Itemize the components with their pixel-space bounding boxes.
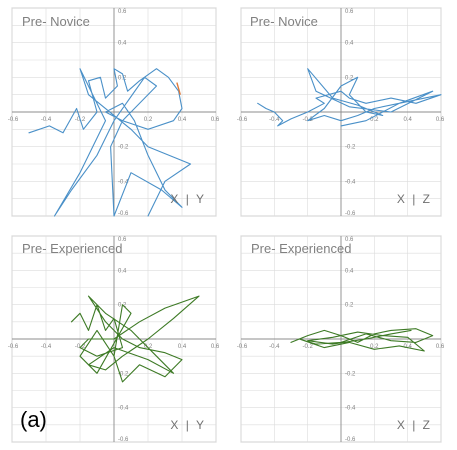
y-tick-label: 0.4 (118, 41, 127, 47)
y-tick-label: -0.2 (345, 371, 356, 377)
y-tick-label: -0.6 (345, 437, 356, 443)
trajectory-line (257, 68, 442, 127)
trajectory-accent (176, 82, 181, 95)
y-tick-label: -0.6 (118, 437, 129, 443)
y-tick-label: -0.2 (118, 145, 129, 151)
panel-experienced-xy: -0.6 -0.4 -0.2 0.2 0.4 0.60.60.40.2-0.2-0.4-0… (8, 235, 220, 443)
panel-marks (290, 328, 434, 352)
x-tick-label: 0.6 (436, 344, 445, 350)
panel-marks (28, 68, 192, 217)
y-tick-label: 0.4 (118, 268, 127, 274)
x-tick-label: 0.6 (211, 344, 220, 350)
plane-label: X | Z (397, 418, 432, 432)
x-tick-label: 0.6 (211, 117, 220, 123)
y-tick-label: 0.6 (118, 237, 127, 243)
panel-title: Pre- Experienced (251, 241, 351, 256)
y-tick-label: -0.2 (345, 145, 356, 151)
plane-label: X | Y (170, 192, 206, 206)
panel-novice-xz: -0.6 -0.4 -0.2 0.2 0.4 0.60.60.40.2-0.2-0.4-0… (237, 7, 445, 217)
y-tick-label: -0.4 (345, 406, 356, 412)
y-tick-label: -0.4 (118, 406, 129, 412)
panel-title: Pre- Novice (250, 14, 318, 29)
y-tick-label: -0.2 (118, 371, 129, 377)
plane-label: X | Z (397, 192, 432, 206)
y-tick-label: 0.6 (118, 9, 127, 15)
plane-label: X | Y (170, 418, 206, 432)
x-tick-label: 0.4 (403, 117, 412, 123)
y-tick-label: 0.6 (345, 237, 354, 243)
y-tick-label: -0.6 (345, 211, 356, 217)
panel-ticks: -0.6 -0.4 -0.2 0.2 0.4 0.6 0.6 0.4 0.2 -0.2 -0.4 -0… (237, 237, 445, 443)
x-tick-label: -0.4 (41, 344, 52, 350)
x-tick-label: 0.6 (436, 117, 445, 123)
y-tick-label: -0.6 (118, 211, 129, 217)
y-tick-label: 0.4 (345, 268, 354, 274)
panel-experienced-xz: -0.6 -0.4 -0.2 0.2 0.4 0.6 0.6 0.4 0.2 -0.2 -0.4 -0… (237, 235, 445, 443)
y-tick-label: 0.2 (118, 75, 127, 81)
x-tick-label: -0.6 (8, 117, 19, 123)
x-tick-label: 0.2 (144, 344, 153, 350)
y-tick-label: 0.2 (345, 75, 354, 81)
panel-grid (240, 235, 442, 443)
x-tick-label: -0.6 (237, 344, 248, 350)
panel-title: Pre- Experienced (22, 241, 122, 256)
figure-label: (a) (20, 407, 47, 432)
x-tick-label: -0.6 (8, 344, 19, 350)
y-tick-label: 0.6 (345, 9, 354, 15)
x-tick-label: 0.4 (403, 344, 412, 350)
y-tick-label: 0.4 (345, 41, 354, 47)
y-tick-label: -0.4 (118, 179, 129, 185)
x-tick-label: 0.2 (370, 344, 379, 350)
panel-grid (11, 7, 217, 217)
panel-novice-xy: -0.6 -0.4 -0.2 0.2 0.4 0.60.60.40.2-0.2-0.4-0… (8, 7, 220, 217)
trajectory-line (70, 295, 200, 383)
x-tick-label: 0.4 (178, 117, 187, 123)
x-tick-label: -0.4 (269, 117, 280, 123)
trajectory-line (290, 328, 434, 352)
panel-marks (257, 68, 442, 127)
x-tick-label: 0.4 (178, 344, 187, 350)
y-tick-label: 0.2 (345, 303, 354, 309)
x-tick-label: -0.2 (302, 344, 313, 350)
x-tick-label: -0.6 (237, 117, 248, 123)
x-tick-label: -0.4 (41, 117, 52, 123)
trajectory-line (28, 68, 192, 217)
panel-marks (70, 295, 200, 383)
panel-title: Pre- Novice (22, 14, 90, 29)
y-tick-label: -0.4 (345, 179, 356, 185)
x-tick-label: -0.4 (269, 344, 280, 350)
x-tick-label: 0.2 (370, 117, 379, 123)
x-tick-label: 0.2 (144, 117, 153, 123)
